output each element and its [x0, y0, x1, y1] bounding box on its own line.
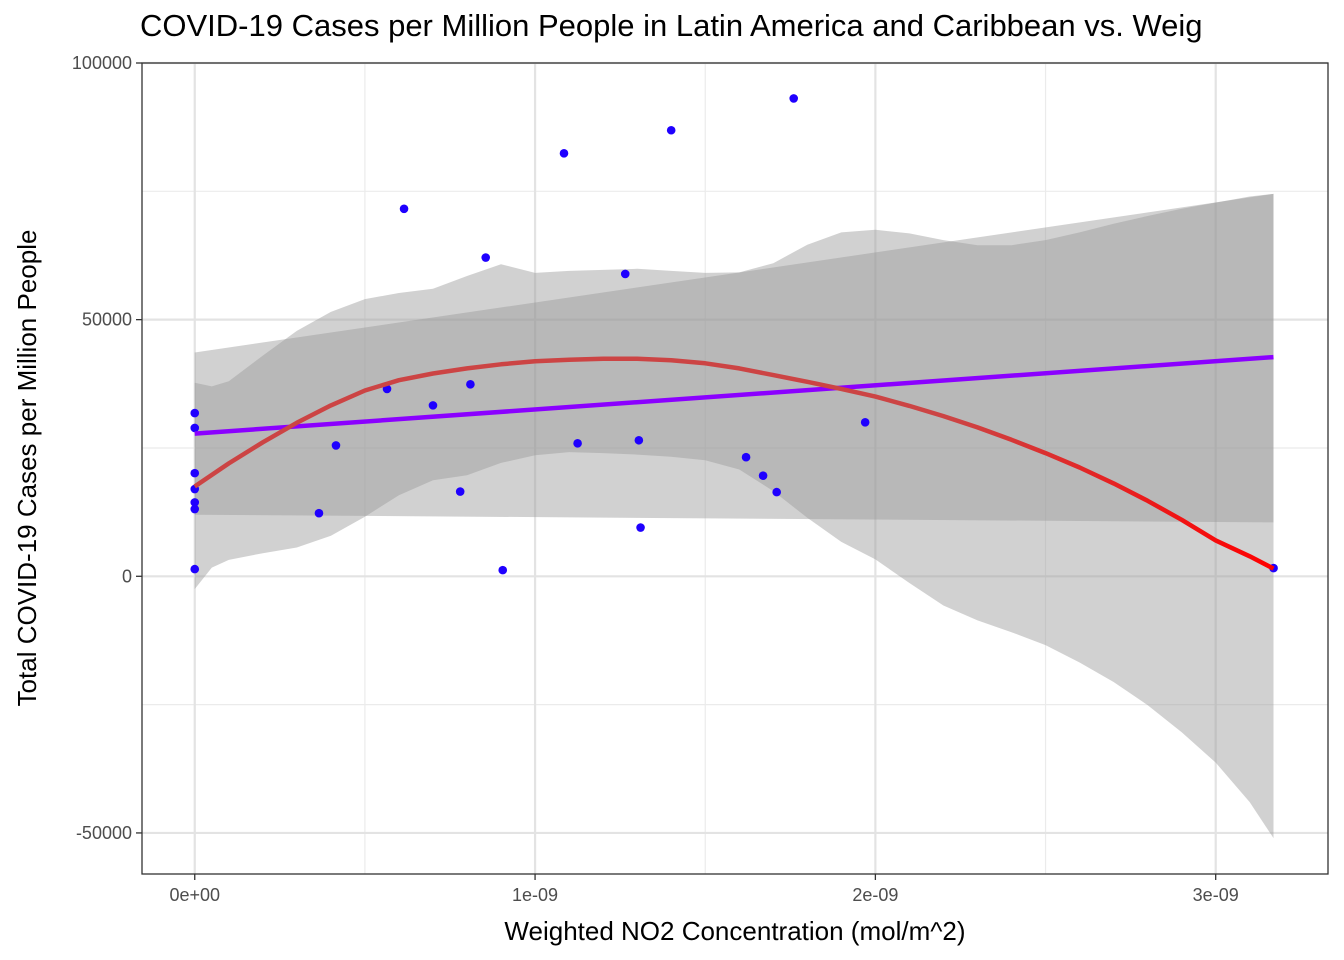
- data-point: [466, 380, 475, 389]
- data-point: [190, 408, 200, 418]
- data-point: [481, 253, 491, 262]
- data-point: [636, 523, 645, 532]
- data-point: [789, 94, 799, 103]
- y-axis: -50000 0 50000 100000: [72, 53, 142, 843]
- linear-fit-confidence-band: [194, 193, 1274, 523]
- x-axis-tick-label: 1e-09: [512, 885, 558, 905]
- grid-lines: [142, 61, 1328, 874]
- loess-fit-line: [193, 356, 1275, 571]
- x-axis-title: Weighted NO2 Concentration (mol/m^2): [504, 916, 965, 946]
- data-point: [399, 204, 409, 214]
- data-point: [190, 423, 200, 433]
- data-point: [190, 564, 200, 574]
- data-point: [860, 418, 870, 427]
- data-point: [190, 468, 200, 478]
- panel-border: [141, 62, 1329, 875]
- data-point: [772, 487, 781, 497]
- x-axis: 0e+00 1e-09 2e-09 3e-09: [169, 874, 1239, 905]
- fit-lines: [193, 354, 1275, 571]
- y-axis-tick-label: 50000: [82, 310, 132, 330]
- y-axis-tick-label: -50000: [76, 823, 132, 843]
- data-point: [741, 452, 751, 462]
- data-point: [428, 401, 438, 410]
- data-point: [559, 149, 569, 158]
- data-point: [634, 435, 644, 445]
- data-point: [455, 487, 465, 496]
- data-point: [758, 471, 768, 480]
- confidence-bands: [194, 193, 1274, 839]
- linear-fit-line: [194, 354, 1274, 436]
- data-point: [190, 504, 200, 514]
- data-point: [666, 125, 676, 135]
- data-point: [498, 565, 508, 575]
- loess-fit-confidence-band: [194, 193, 1274, 839]
- data-point: [314, 508, 324, 518]
- data-point: [331, 441, 341, 450]
- y-axis-tick-label: 100000: [72, 53, 132, 73]
- x-axis-tick-label: 2e-09: [852, 885, 898, 905]
- x-axis-tick-label: 0e+00: [169, 885, 220, 905]
- data-point: [190, 498, 200, 507]
- y-axis-title: Total COVID-19 Cases per Million People: [12, 230, 42, 707]
- panel-background: [142, 63, 1328, 874]
- data-point: [573, 439, 582, 448]
- data-points: [190, 94, 1278, 575]
- data-point: [620, 269, 630, 279]
- x-axis-tick-label: 3e-09: [1193, 885, 1239, 905]
- chart-title: COVID-19 Cases per Million People in Lat…: [140, 8, 1203, 43]
- y-axis-tick-label: 0: [122, 566, 132, 586]
